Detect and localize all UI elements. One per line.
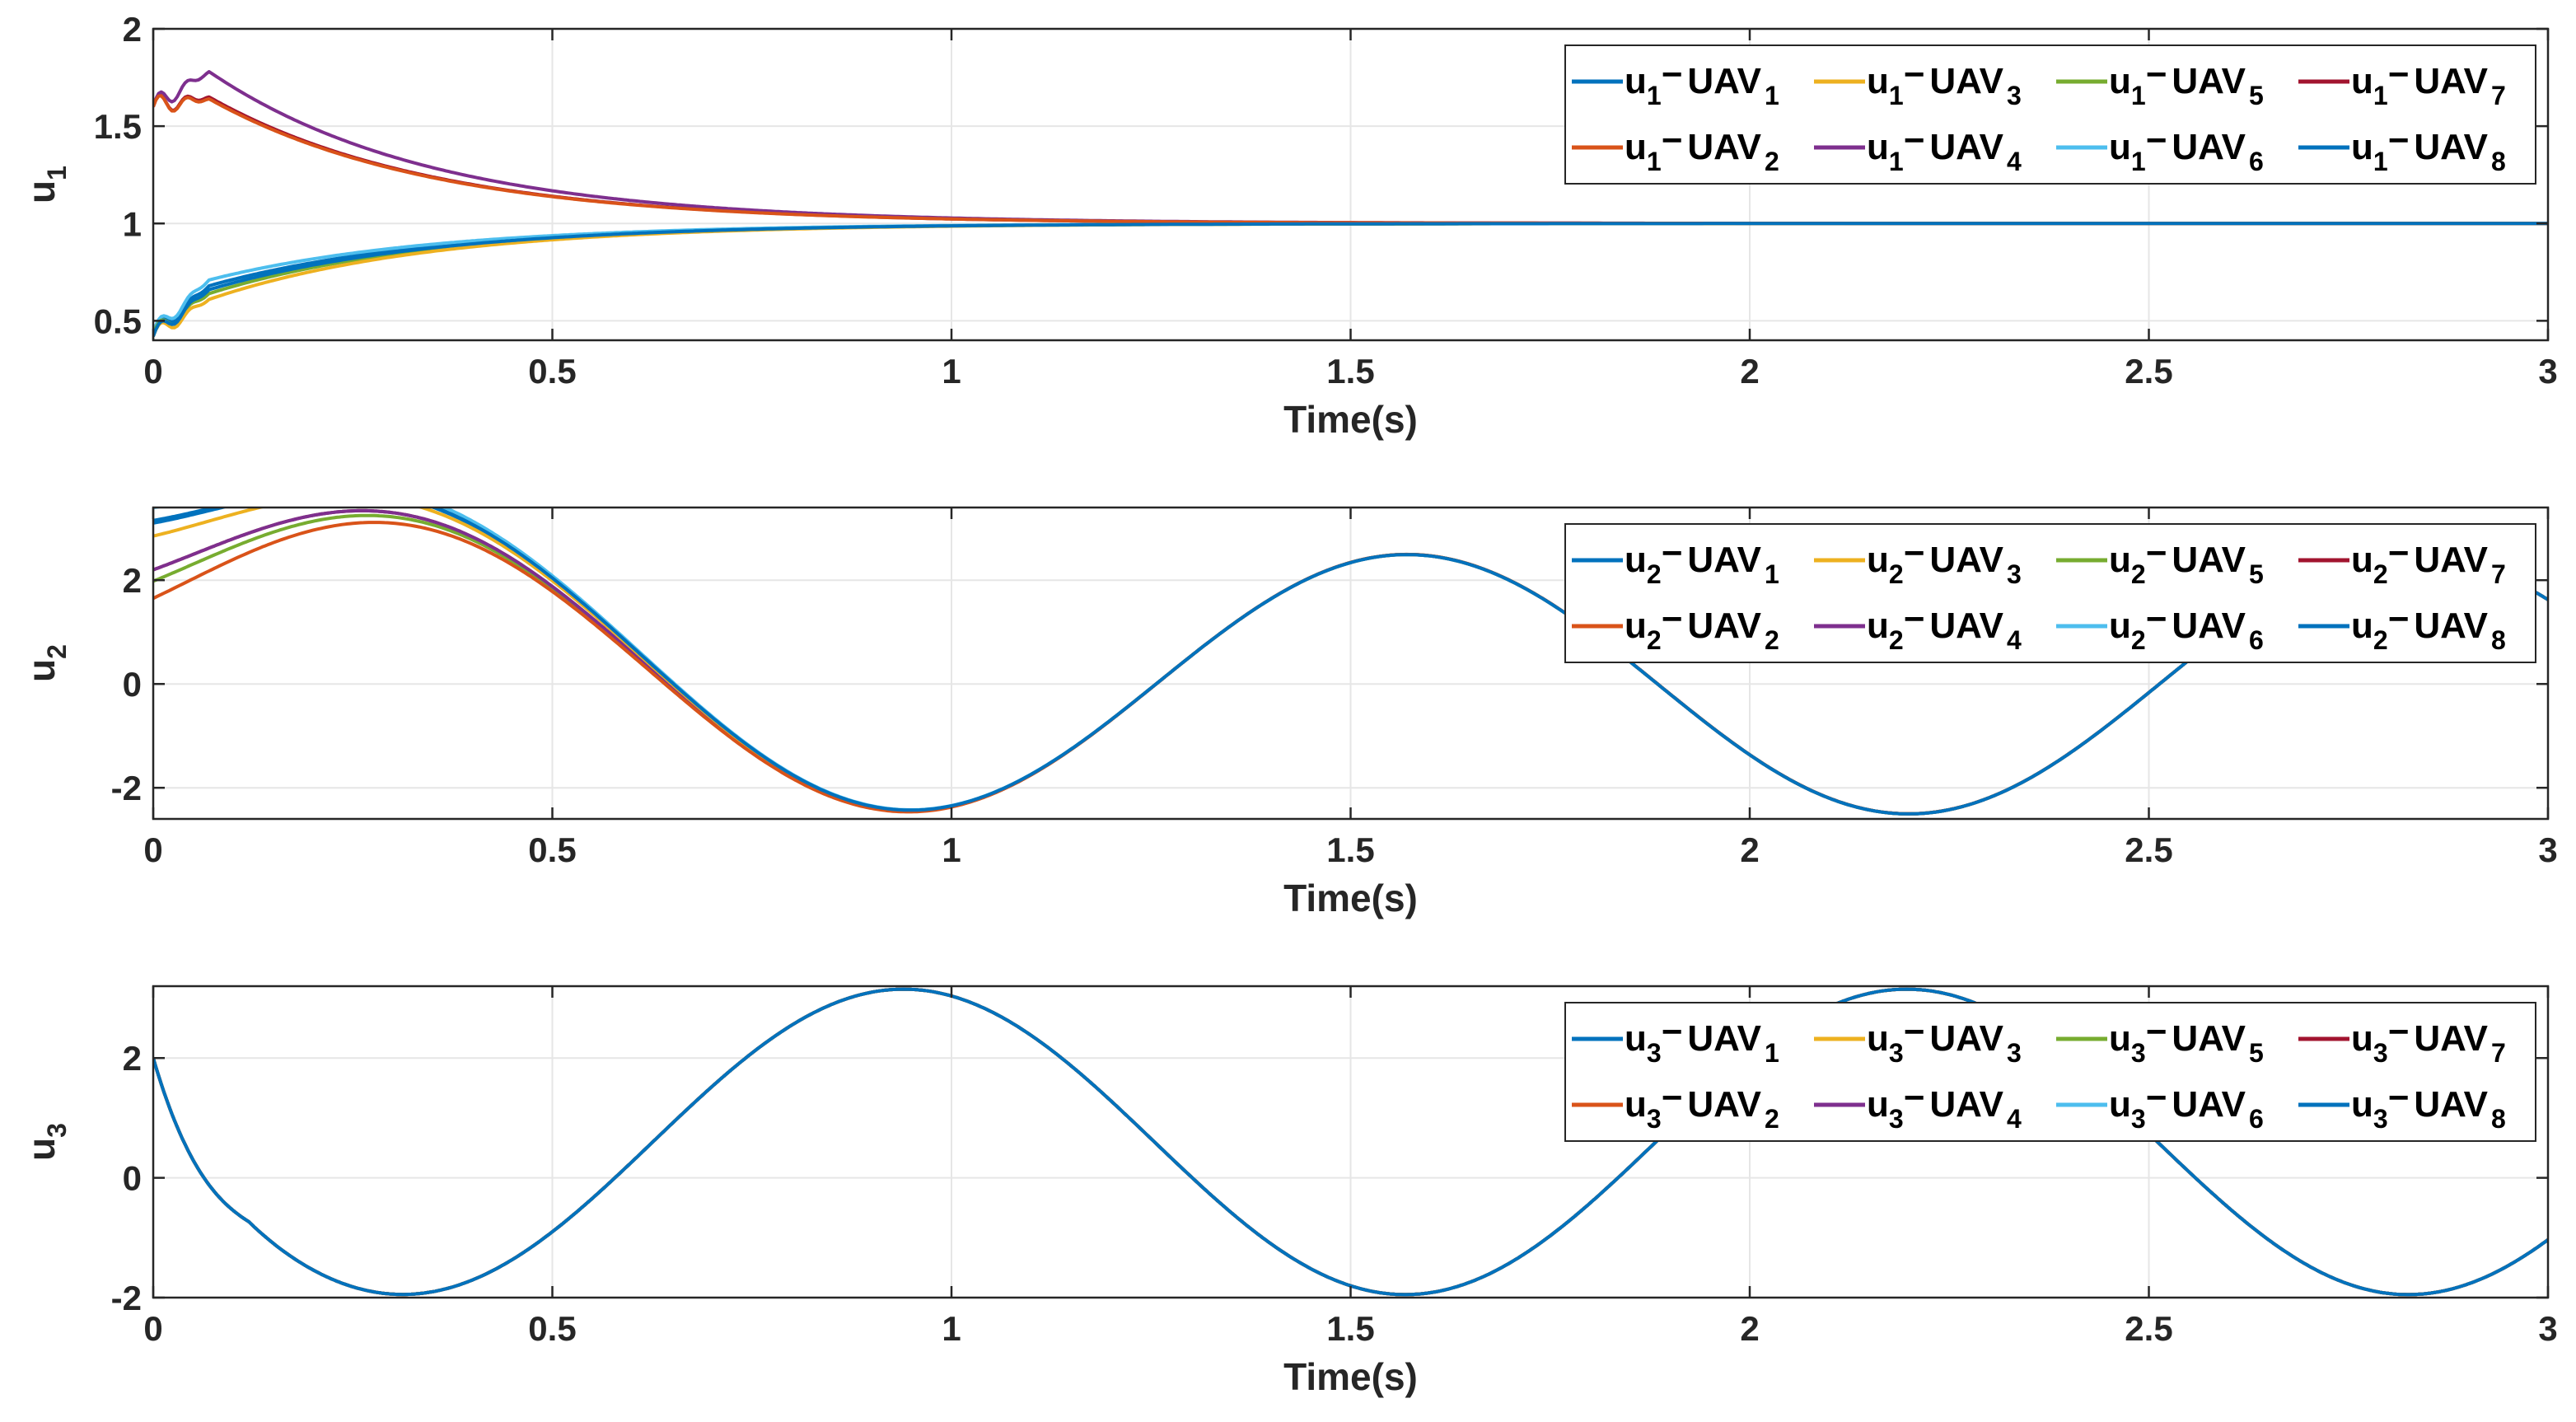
legend-label: u3− UAV 7 bbox=[2351, 1012, 2506, 1068]
x-tick-label: 2.5 bbox=[2125, 352, 2172, 391]
legend: u1− UAV 1 u1− UAV 3 u1− UAV 5 u1− UAV 7 u1− UAV 2 u1− UA… bbox=[1564, 44, 2536, 185]
x-axis-label: Time(s) bbox=[1283, 398, 1418, 441]
y-tick-label: 0.5 bbox=[94, 302, 142, 340]
x-tick-label: 2.5 bbox=[2125, 1309, 2172, 1348]
x-tick-label: 3 bbox=[2538, 352, 2557, 391]
x-tick-label: 1 bbox=[942, 352, 961, 391]
legend-entry-uav5: u1− UAV 5 bbox=[2056, 54, 2264, 110]
legend-label: u3− UAV 3 bbox=[1867, 1012, 2022, 1068]
y-axis-label: u2 bbox=[20, 644, 72, 682]
x-tick-label: 1 bbox=[942, 830, 961, 869]
legend-entry-uav4: u2− UAV 4 bbox=[1814, 599, 2022, 655]
legend-entry-uav2: u2− UAV 2 bbox=[1572, 599, 1779, 655]
legend-entry-uav2: u3− UAV 2 bbox=[1572, 1078, 1779, 1134]
x-tick-label: 1.5 bbox=[1326, 1309, 1374, 1348]
x-tick-label: 0.5 bbox=[528, 1309, 576, 1348]
legend-label: u2− UAV 6 bbox=[2109, 599, 2264, 655]
series-lines bbox=[153, 70, 2548, 338]
legend-entry-uav3: u3− UAV 3 bbox=[1814, 1012, 2022, 1068]
legend-entry-uav1: u3− UAV 1 bbox=[1572, 1012, 1779, 1068]
legend-box bbox=[1564, 523, 2536, 663]
legend-entry-uav6: u1− UAV 6 bbox=[2056, 120, 2264, 176]
legend-entry-uav8: u3− UAV 8 bbox=[2298, 1078, 2506, 1134]
legend-label: u2− UAV 7 bbox=[2351, 533, 2506, 589]
legend-entry-uav2: u1− UAV 2 bbox=[1572, 120, 1779, 176]
y-tick-label: 2 bbox=[123, 1039, 142, 1078]
y-tick-label: 1.5 bbox=[94, 107, 142, 146]
legend-entry-uav1: u1− UAV 1 bbox=[1572, 54, 1779, 110]
x-tick-label: 0.5 bbox=[528, 352, 576, 391]
y-axis-label: u3 bbox=[20, 1123, 72, 1161]
y-tick-label: -2 bbox=[111, 769, 142, 807]
legend-entry-uav8: u2− UAV 8 bbox=[2298, 599, 2506, 655]
legend-label: u2− UAV 2 bbox=[1625, 599, 1779, 655]
legend-label: u3− UAV 8 bbox=[2351, 1078, 2506, 1134]
legend-entry-uav7: u2− UAV 7 bbox=[2298, 533, 2506, 589]
legend: u2− UAV 1 u2− UAV 3 u2− UAV 5 u2− UAV 7 u2− UAV 2 u2− UA… bbox=[1564, 523, 2536, 663]
x-tick-label: 2 bbox=[1740, 1309, 1759, 1348]
y-tick-label: 2 bbox=[123, 561, 142, 600]
legend-entry-uav6: u2− UAV 6 bbox=[2056, 599, 2264, 655]
legend-label: u3− UAV 6 bbox=[2109, 1078, 2264, 1134]
legend-label: u3− UAV 5 bbox=[2109, 1012, 2264, 1068]
legend: u3− UAV 1 u3− UAV 3 u3− UAV 5 u3− UAV 7 u3− UAV 2 u3− UA… bbox=[1564, 1002, 2536, 1142]
legend-box bbox=[1564, 44, 2536, 185]
legend-label: u2− UAV 8 bbox=[2351, 599, 2506, 655]
legend-label: u2− UAV 3 bbox=[1867, 533, 2022, 589]
series-line-uav1 bbox=[153, 222, 2548, 338]
legend-label: u3− UAV 4 bbox=[1867, 1078, 2022, 1134]
series-line-uav1 bbox=[153, 508, 2548, 816]
legend-entry-uav7: u1− UAV 7 bbox=[2298, 54, 2506, 110]
legend-entry-uav8: u1− UAV 8 bbox=[2298, 120, 2506, 176]
x-tick-label: 2 bbox=[1740, 352, 1759, 391]
x-axis-label: Time(s) bbox=[1283, 877, 1418, 919]
legend-entry-uav4: u3− UAV 4 bbox=[1814, 1078, 2022, 1134]
series-lines bbox=[153, 508, 2548, 816]
y-tick-label: 0 bbox=[123, 1159, 142, 1198]
x-tick-label: 1.5 bbox=[1326, 352, 1374, 391]
x-tick-label: 0 bbox=[143, 830, 162, 869]
legend-entry-uav3: u1− UAV 3 bbox=[1814, 54, 2022, 110]
legend-label: u1− UAV 2 bbox=[1625, 120, 1779, 176]
legend-entry-uav4: u1− UAV 4 bbox=[1814, 120, 2022, 176]
legend-label: u1− UAV 5 bbox=[2109, 54, 2264, 110]
legend-label: u1− UAV 6 bbox=[2109, 120, 2264, 176]
x-axis-label: Time(s) bbox=[1283, 1355, 1418, 1398]
legend-label: u1− UAV 1 bbox=[1625, 54, 1779, 110]
legend-entry-uav3: u2− UAV 3 bbox=[1814, 533, 2022, 589]
legend-label: u1− UAV 8 bbox=[2351, 120, 2506, 176]
x-tick-label: 2 bbox=[1740, 830, 1759, 869]
y-tick-label: 0 bbox=[123, 665, 142, 704]
legend-entry-uav5: u3− UAV 5 bbox=[2056, 1012, 2264, 1068]
legend-entry-uav6: u3− UAV 6 bbox=[2056, 1078, 2264, 1134]
legend-label: u1− UAV 3 bbox=[1867, 54, 2022, 110]
y-axis-label: u1 bbox=[20, 166, 72, 203]
y-tick-label: 2 bbox=[123, 10, 142, 49]
legend-box bbox=[1564, 1002, 2536, 1142]
legend-label: u3− UAV 2 bbox=[1625, 1078, 1779, 1134]
legend-entry-uav1: u2− UAV 1 bbox=[1572, 533, 1779, 589]
legend-label: u1− UAV 7 bbox=[2351, 54, 2506, 110]
legend-label: u2− UAV 1 bbox=[1625, 533, 1779, 589]
x-tick-label: 0.5 bbox=[528, 830, 576, 869]
x-tick-label: 3 bbox=[2538, 1309, 2557, 1348]
legend-entry-uav7: u3− UAV 7 bbox=[2298, 1012, 2506, 1068]
legend-label: u2− UAV 5 bbox=[2109, 533, 2264, 589]
legend-label: u1− UAV 4 bbox=[1867, 120, 2022, 176]
legend-label: u3− UAV 1 bbox=[1625, 1012, 1779, 1068]
x-tick-label: 3 bbox=[2538, 830, 2557, 869]
y-tick-label: -2 bbox=[111, 1279, 142, 1317]
legend-label: u2− UAV 4 bbox=[1867, 599, 2022, 655]
legend-entry-uav5: u2− UAV 5 bbox=[2056, 533, 2264, 589]
x-tick-label: 1 bbox=[942, 1309, 961, 1348]
x-tick-label: 0 bbox=[143, 352, 162, 391]
x-tick-label: 1.5 bbox=[1326, 830, 1374, 869]
x-tick-label: 0 bbox=[143, 1309, 162, 1348]
x-tick-label: 2.5 bbox=[2125, 830, 2172, 869]
y-tick-label: 1 bbox=[123, 204, 142, 243]
